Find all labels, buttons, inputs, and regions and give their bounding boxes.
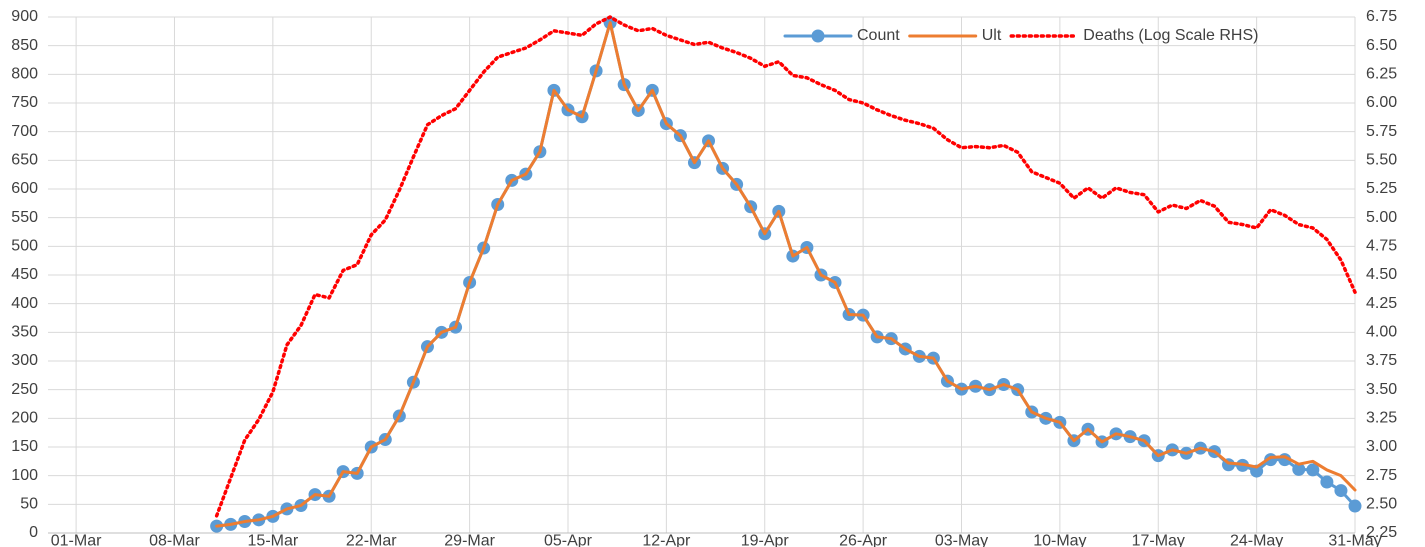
y-tick-label: 500 [11, 238, 38, 255]
y2-tick-label: 3.00 [1366, 438, 1397, 455]
legend-label: Count [857, 27, 900, 44]
x-tick-label: 29-Mar [444, 533, 495, 547]
x-tick-label: 08-Mar [149, 533, 200, 547]
data-point [1320, 475, 1334, 489]
y2-tick-label: 2.75 [1366, 467, 1397, 484]
y2-tick-label: 5.50 [1366, 152, 1397, 169]
y2-tick-label: 6.75 [1366, 8, 1397, 25]
y-tick-label: 800 [11, 66, 38, 83]
y-tick-label: 450 [11, 266, 38, 283]
y-tick-label: 650 [11, 152, 38, 169]
y2-tick-label: 5.25 [1366, 180, 1397, 197]
x-tick-label: 31-May [1328, 533, 1381, 547]
y2-tick-label: 4.75 [1366, 238, 1397, 255]
y-tick-label: 600 [11, 180, 38, 197]
x-tick-label: 03-May [935, 533, 988, 547]
data-point [1348, 499, 1362, 513]
x-tick-label: 12-Apr [642, 533, 691, 547]
x-tick-label: 15-Mar [248, 533, 299, 547]
y-tick-label: 750 [11, 94, 38, 111]
y-tick-label: 100 [11, 467, 38, 484]
y2-tick-label: 3.50 [1366, 381, 1397, 398]
y2-tick-label: 4.00 [1366, 324, 1397, 341]
y-tick-label: 250 [11, 381, 38, 398]
series-line [215, 21, 1357, 528]
x-tick-label: 22-Mar [346, 533, 397, 547]
y2-tick-label: 5.75 [1366, 123, 1397, 140]
y-tick-label: 850 [11, 37, 38, 54]
y-tick-label: 700 [11, 123, 38, 140]
y-tick-label: 350 [11, 324, 38, 341]
y2-tick-label: 6.50 [1366, 37, 1397, 54]
legend-label: Deaths (Log Scale RHS) [1083, 27, 1258, 44]
y2-tick-label: 4.25 [1366, 295, 1397, 312]
series-line [214, 15, 1357, 518]
y2-tick-label: 4.50 [1366, 266, 1397, 283]
x-tick-label: 10-May [1033, 533, 1086, 547]
x-tick-label: 01-Mar [51, 533, 102, 547]
y-tick-label: 200 [11, 410, 38, 427]
y2-tick-label: 6.00 [1366, 94, 1397, 111]
y-tick-label: 50 [20, 496, 38, 513]
y-tick-label: 300 [11, 352, 38, 369]
y2-tick-label: 2.50 [1366, 496, 1397, 513]
legend-marker [811, 29, 825, 43]
x-tick-label: 05-Apr [544, 533, 593, 547]
y-tick-label: 900 [11, 8, 38, 25]
y2-tick-label: 3.75 [1366, 352, 1397, 369]
y2-tick-label: 5.00 [1366, 209, 1397, 226]
x-tick-label: 17-May [1132, 533, 1185, 547]
y2-tick-label: 2.25 [1366, 524, 1397, 541]
y2-tick-label: 3.25 [1366, 410, 1397, 427]
y2-tick-label: 6.25 [1366, 66, 1397, 83]
y-tick-label: 400 [11, 295, 38, 312]
y-tick-label: 0 [29, 524, 38, 541]
y-tick-label: 150 [11, 438, 38, 455]
x-tick-label: 26-Apr [839, 533, 888, 547]
x-tick-label: 24-May [1230, 533, 1283, 547]
data-point [1292, 462, 1306, 476]
x-tick-label: 19-Apr [741, 533, 790, 547]
data-point [1306, 463, 1320, 477]
data-point [1334, 484, 1348, 498]
legend-label: Ult [982, 27, 1002, 44]
y-tick-label: 550 [11, 209, 38, 226]
